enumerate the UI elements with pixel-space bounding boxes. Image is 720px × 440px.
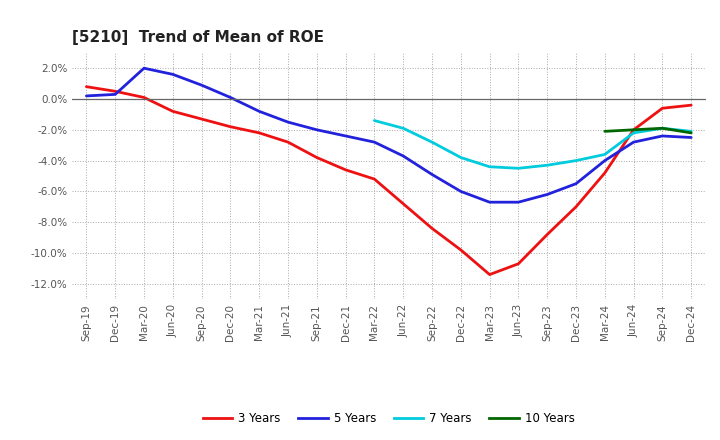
10 Years: [658, 126, 667, 131]
5 Years: [370, 139, 379, 145]
3 Years: [658, 106, 667, 111]
3 Years: [572, 204, 580, 209]
5 Years: [485, 200, 494, 205]
7 Years: [370, 118, 379, 123]
3 Years: [341, 167, 350, 172]
5 Years: [687, 135, 696, 140]
3 Years: [485, 272, 494, 277]
7 Years: [485, 164, 494, 169]
5 Years: [399, 154, 408, 159]
3 Years: [543, 232, 552, 237]
7 Years: [629, 130, 638, 136]
5 Years: [543, 192, 552, 197]
3 Years: [456, 247, 465, 253]
3 Years: [284, 139, 292, 145]
5 Years: [226, 95, 235, 100]
3 Years: [687, 103, 696, 108]
3 Years: [82, 84, 91, 89]
5 Years: [312, 127, 321, 132]
Line: 3 Years: 3 Years: [86, 87, 691, 275]
5 Years: [140, 66, 148, 71]
3 Years: [428, 226, 436, 231]
5 Years: [658, 133, 667, 139]
7 Years: [543, 163, 552, 168]
7 Years: [658, 126, 667, 131]
5 Years: [514, 200, 523, 205]
Legend: 3 Years, 5 Years, 7 Years, 10 Years: 3 Years, 5 Years, 7 Years, 10 Years: [198, 407, 580, 430]
5 Years: [255, 109, 264, 114]
Line: 10 Years: 10 Years: [605, 128, 691, 133]
5 Years: [197, 83, 206, 88]
7 Years: [399, 126, 408, 131]
Text: [5210]  Trend of Mean of ROE: [5210] Trend of Mean of ROE: [72, 29, 324, 45]
7 Years: [572, 158, 580, 163]
3 Years: [168, 109, 177, 114]
5 Years: [456, 189, 465, 194]
5 Years: [111, 92, 120, 97]
3 Years: [197, 116, 206, 121]
5 Years: [629, 139, 638, 145]
10 Years: [600, 129, 609, 134]
7 Years: [687, 129, 696, 134]
5 Years: [168, 72, 177, 77]
5 Years: [600, 158, 609, 163]
3 Years: [111, 89, 120, 94]
5 Years: [572, 181, 580, 187]
5 Years: [341, 133, 350, 139]
5 Years: [284, 120, 292, 125]
10 Years: [687, 130, 696, 136]
7 Years: [514, 166, 523, 171]
3 Years: [514, 261, 523, 267]
7 Years: [600, 152, 609, 157]
5 Years: [428, 172, 436, 177]
10 Years: [629, 127, 638, 132]
5 Years: [82, 93, 91, 99]
7 Years: [428, 139, 436, 145]
3 Years: [226, 124, 235, 129]
3 Years: [370, 176, 379, 182]
7 Years: [456, 155, 465, 160]
Line: 5 Years: 5 Years: [86, 68, 691, 202]
3 Years: [600, 170, 609, 176]
Line: 7 Years: 7 Years: [374, 121, 691, 169]
3 Years: [255, 130, 264, 136]
3 Years: [629, 127, 638, 132]
3 Years: [399, 201, 408, 206]
3 Years: [140, 95, 148, 100]
3 Years: [312, 155, 321, 160]
